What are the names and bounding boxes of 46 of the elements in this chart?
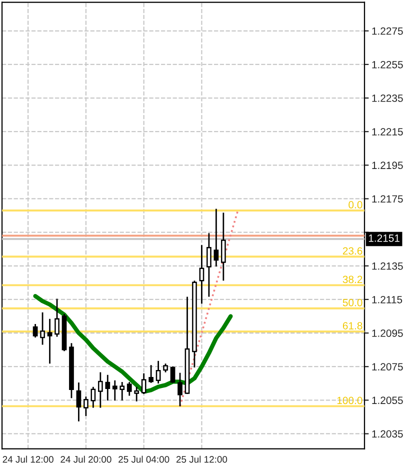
candlestick [214, 208, 219, 268]
y-tick-label: 1.2175 [372, 195, 403, 203]
candlestick [206, 232, 212, 298]
annotation: 100.0 [337, 396, 362, 404]
y-tick-label: 1.2115 [372, 296, 402, 304]
y-tick-label: 1.2235 [372, 94, 403, 102]
candlestick [98, 372, 103, 408]
candlestick [156, 360, 161, 384]
candlestick [32, 323, 38, 338]
candlestick [141, 372, 146, 395]
annotation: 61.8 [342, 322, 362, 330]
candlestick [120, 381, 125, 402]
candlestick [105, 374, 110, 402]
y-tick-label: 1.2055 [372, 396, 403, 404]
x-tick-label: 24 Jul 12:00 [2, 456, 54, 463]
ref-line-label: 1.2151 [368, 234, 400, 242]
candlestick [148, 364, 154, 384]
candlestick [220, 212, 226, 282]
candlestick [54, 298, 60, 338]
candlestick [199, 244, 204, 304]
candlestick [134, 386, 140, 402]
annotation: 0.0 [348, 201, 362, 208]
candlestick [84, 396, 88, 417]
y-tick-label: 1.2075 [372, 363, 403, 370]
annotation: 23.6 [342, 247, 362, 255]
annotation: 38.2 [342, 276, 362, 284]
candlestick [178, 372, 182, 407]
x-tick-label: 25 Jul 12:00 [176, 456, 228, 463]
y-tick-label: 1.2135 [372, 262, 403, 270]
candlestick [170, 366, 176, 384]
y-tick-label: 1.2035 [372, 430, 403, 438]
y-tick-label: 1.2215 [372, 128, 403, 136]
y-tick-label: 1.2275 [372, 27, 403, 35]
x-tick-label: 24 Jul 20:00 [60, 456, 112, 463]
candlestick [76, 382, 82, 422]
candlestick [47, 318, 52, 364]
candlestick [40, 312, 45, 346]
candlestick [126, 381, 132, 396]
annotation: 50.0 [342, 298, 362, 306]
y-tick-label: 1.2095 [372, 330, 403, 337]
candlestick [90, 386, 96, 408]
y-tick-label: 1.2195 [372, 162, 403, 170]
x-tick-label: 25 Jul 04:00 [118, 456, 170, 463]
line-series [33, 294, 233, 394]
y-tick-label: 1.2255 [372, 60, 403, 68]
candlestick [112, 380, 118, 402]
